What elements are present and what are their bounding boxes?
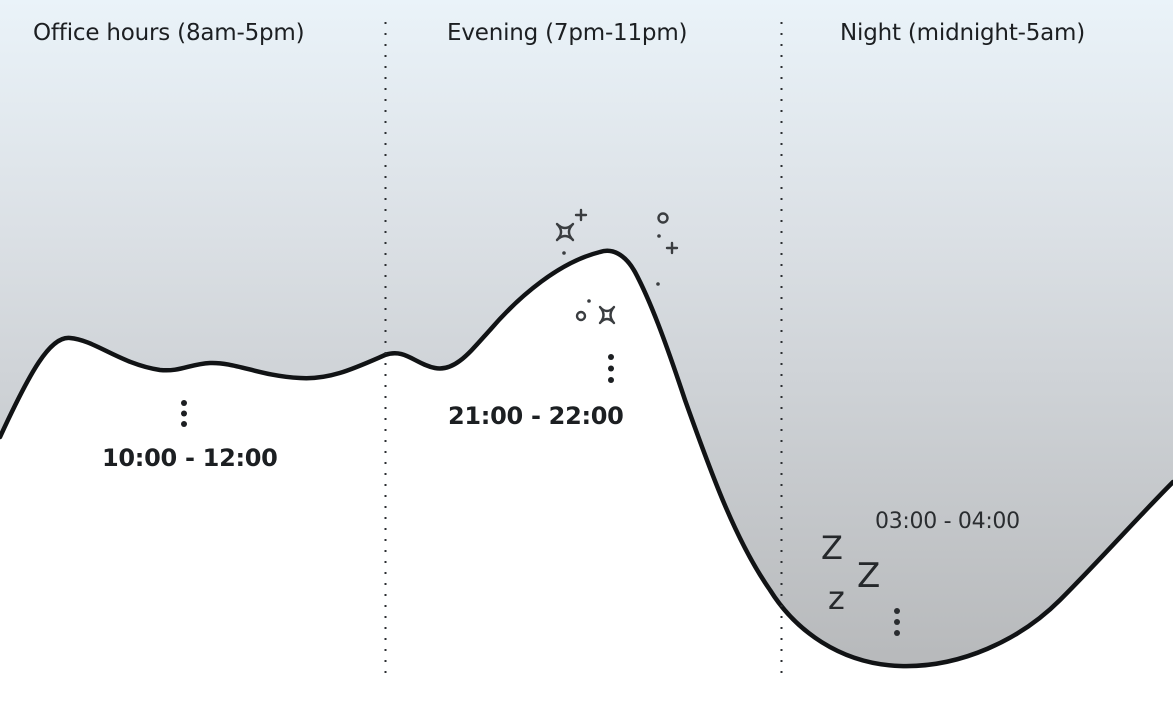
trough-label-night: 03:00 - 04:00 xyxy=(875,509,1020,534)
sleep-z-icon: Z xyxy=(857,556,881,596)
sparkle-star-icon xyxy=(555,222,575,242)
peak-label-evening: 21:00 - 22:00 xyxy=(448,402,624,430)
plus-icon xyxy=(665,241,679,255)
sleep-z-icon: z xyxy=(828,579,845,617)
peak-label-office-hours: 10:00 - 12:00 xyxy=(102,444,278,472)
ellipsis-icon-evening xyxy=(608,354,614,383)
sleep-z-icon: Z xyxy=(821,529,843,567)
section-title-evening: Evening (7pm-11pm) xyxy=(447,20,688,46)
small-circle-icon xyxy=(575,310,587,322)
activity-curve xyxy=(0,248,1173,669)
ellipsis-icon-night xyxy=(894,608,900,636)
sparkle-star-icon xyxy=(598,305,616,325)
sparkle-dots-icon xyxy=(562,234,661,303)
shaded-area xyxy=(0,0,1173,667)
section-title-night: Night (midnight-5am) xyxy=(840,20,1086,46)
plus-icon xyxy=(574,208,588,222)
sparkles-icon xyxy=(555,208,679,325)
ellipsis-icon-office xyxy=(181,400,187,427)
small-circle-icon xyxy=(657,212,669,224)
section-title-office-hours: Office hours (8am-5pm) xyxy=(33,20,305,46)
